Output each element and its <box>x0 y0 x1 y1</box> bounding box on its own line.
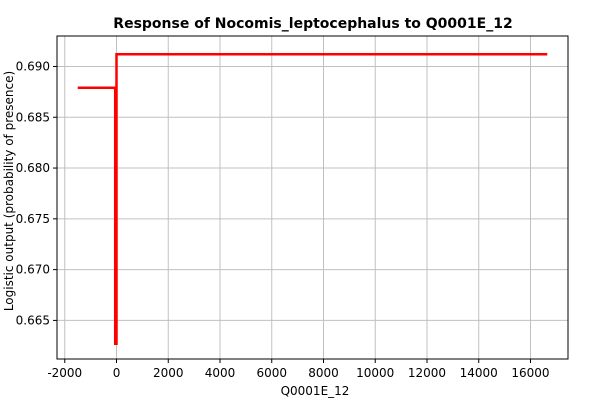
y-tick-label: 0.670 <box>16 263 50 277</box>
x-axis-label: Q0001E_12 <box>281 384 350 398</box>
x-tick-label: 8000 <box>308 366 339 380</box>
series-group <box>77 53 548 346</box>
x-tick-label: 2000 <box>153 366 184 380</box>
x-tick-label: 6000 <box>256 366 287 380</box>
y-tick-label: 0.685 <box>16 110 50 124</box>
x-tick-label: 12000 <box>408 366 446 380</box>
x-tick-label: -2000 <box>47 366 82 380</box>
y-axis-ticks: 0.665 0.670 0.675 0.680 0.685 0.690 <box>16 59 57 327</box>
x-tick-label: 4000 <box>205 366 236 380</box>
x-tick-label: 0 <box>113 366 121 380</box>
plot-area <box>56 35 569 360</box>
y-tick-label: 0.680 <box>16 161 50 175</box>
series-line <box>77 53 548 346</box>
y-tick-label: 0.690 <box>16 59 50 73</box>
y-axis-label: Logistic output (probability of presence… <box>2 71 16 311</box>
y-tick-label: 0.665 <box>16 313 50 327</box>
x-tick-label: 10000 <box>356 366 394 380</box>
x-tick-label: 14000 <box>460 366 498 380</box>
x-tick-label: 16000 <box>511 366 549 380</box>
chart-title: Response of Nocomis_leptocephalus to Q00… <box>113 16 512 32</box>
y-tick-label: 0.675 <box>16 212 50 226</box>
grid <box>57 36 568 359</box>
x-axis-ticks: -2000 0 2000 4000 6000 8000 10000 12000 14000 160… <box>47 359 550 380</box>
